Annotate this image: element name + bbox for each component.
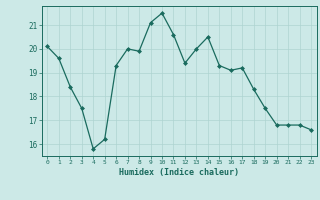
X-axis label: Humidex (Indice chaleur): Humidex (Indice chaleur) (119, 168, 239, 177)
